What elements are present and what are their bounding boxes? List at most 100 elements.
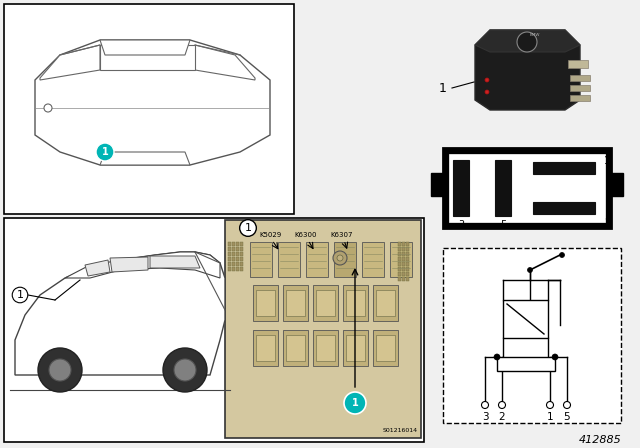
Bar [495, 160, 511, 216]
Text: 1: 1 [439, 82, 447, 95]
Polygon shape [611, 173, 623, 196]
Bar [236, 257, 239, 261]
Bar [240, 257, 243, 261]
Bar [402, 252, 405, 256]
Bar [228, 252, 231, 256]
Bar [316, 335, 335, 361]
Circle shape [174, 359, 196, 381]
Bar [228, 262, 231, 266]
Bar [250, 242, 272, 277]
Circle shape [163, 348, 207, 392]
Bar [398, 247, 401, 251]
Bar [406, 277, 409, 281]
Bar [232, 252, 235, 256]
Bar [570, 95, 590, 101]
Bar [376, 290, 395, 316]
Circle shape [485, 90, 489, 94]
Bar [398, 277, 401, 281]
Bar [240, 252, 243, 256]
Bar [402, 277, 405, 281]
Bar [406, 267, 409, 271]
Bar [373, 330, 398, 366]
Bar [402, 242, 405, 246]
Circle shape [559, 253, 564, 258]
Bar [503, 300, 548, 338]
Bar [228, 242, 231, 246]
Bar [232, 262, 235, 266]
Polygon shape [100, 45, 195, 70]
Text: 2: 2 [499, 412, 506, 422]
Bar [570, 75, 590, 81]
Circle shape [337, 255, 343, 261]
Polygon shape [150, 256, 200, 268]
Polygon shape [100, 152, 190, 165]
Circle shape [44, 104, 52, 112]
Polygon shape [65, 252, 220, 278]
Bar [232, 242, 235, 246]
Bar [240, 262, 243, 266]
Circle shape [485, 78, 489, 82]
Bar [449, 154, 605, 222]
Circle shape [333, 251, 347, 265]
Bar [343, 285, 368, 321]
Bar [316, 290, 335, 316]
Bar [373, 285, 398, 321]
Bar [236, 242, 239, 246]
Circle shape [38, 348, 82, 392]
Polygon shape [40, 45, 100, 80]
Bar [228, 257, 231, 261]
Bar [334, 242, 356, 277]
Bar [313, 285, 338, 321]
Bar [402, 257, 405, 261]
Bar [398, 267, 401, 271]
Bar [406, 262, 409, 266]
Text: 2: 2 [604, 218, 610, 228]
Bar [402, 247, 405, 251]
Bar [232, 257, 235, 261]
Bar [443, 148, 611, 228]
Bar [453, 160, 469, 216]
Circle shape [494, 354, 500, 360]
Polygon shape [475, 30, 580, 110]
Text: 3: 3 [482, 412, 488, 422]
Bar [398, 272, 401, 276]
Bar [497, 357, 555, 371]
Bar [256, 335, 275, 361]
Circle shape [96, 143, 114, 161]
Circle shape [481, 401, 488, 409]
Bar [225, 220, 421, 438]
Bar [398, 262, 401, 266]
Text: K6300: K6300 [295, 232, 317, 238]
Bar [240, 247, 243, 251]
Bar [406, 252, 409, 256]
Bar [313, 330, 338, 366]
Bar [306, 242, 328, 277]
Text: 1: 1 [17, 290, 24, 300]
Polygon shape [15, 252, 225, 375]
Polygon shape [85, 260, 110, 276]
Bar [4, 218, 424, 442]
Bar [232, 267, 235, 271]
Bar [398, 242, 401, 246]
Bar [4, 4, 294, 214]
Text: S01216014: S01216014 [383, 427, 417, 432]
Bar [406, 257, 409, 261]
Text: 1: 1 [244, 223, 252, 233]
Bar [228, 247, 231, 251]
Bar [390, 242, 412, 277]
Bar [402, 272, 405, 276]
Circle shape [563, 401, 570, 409]
Text: 5: 5 [564, 412, 570, 422]
Bar [406, 242, 409, 246]
Text: BMW: BMW [530, 33, 540, 37]
Bar [240, 267, 243, 271]
Text: 412885: 412885 [579, 435, 621, 445]
Bar [402, 267, 405, 271]
Bar [533, 202, 595, 214]
Bar [443, 248, 621, 423]
Bar [253, 330, 278, 366]
Bar [236, 252, 239, 256]
Text: 1: 1 [604, 156, 610, 166]
Polygon shape [35, 40, 270, 165]
Bar [376, 335, 395, 361]
